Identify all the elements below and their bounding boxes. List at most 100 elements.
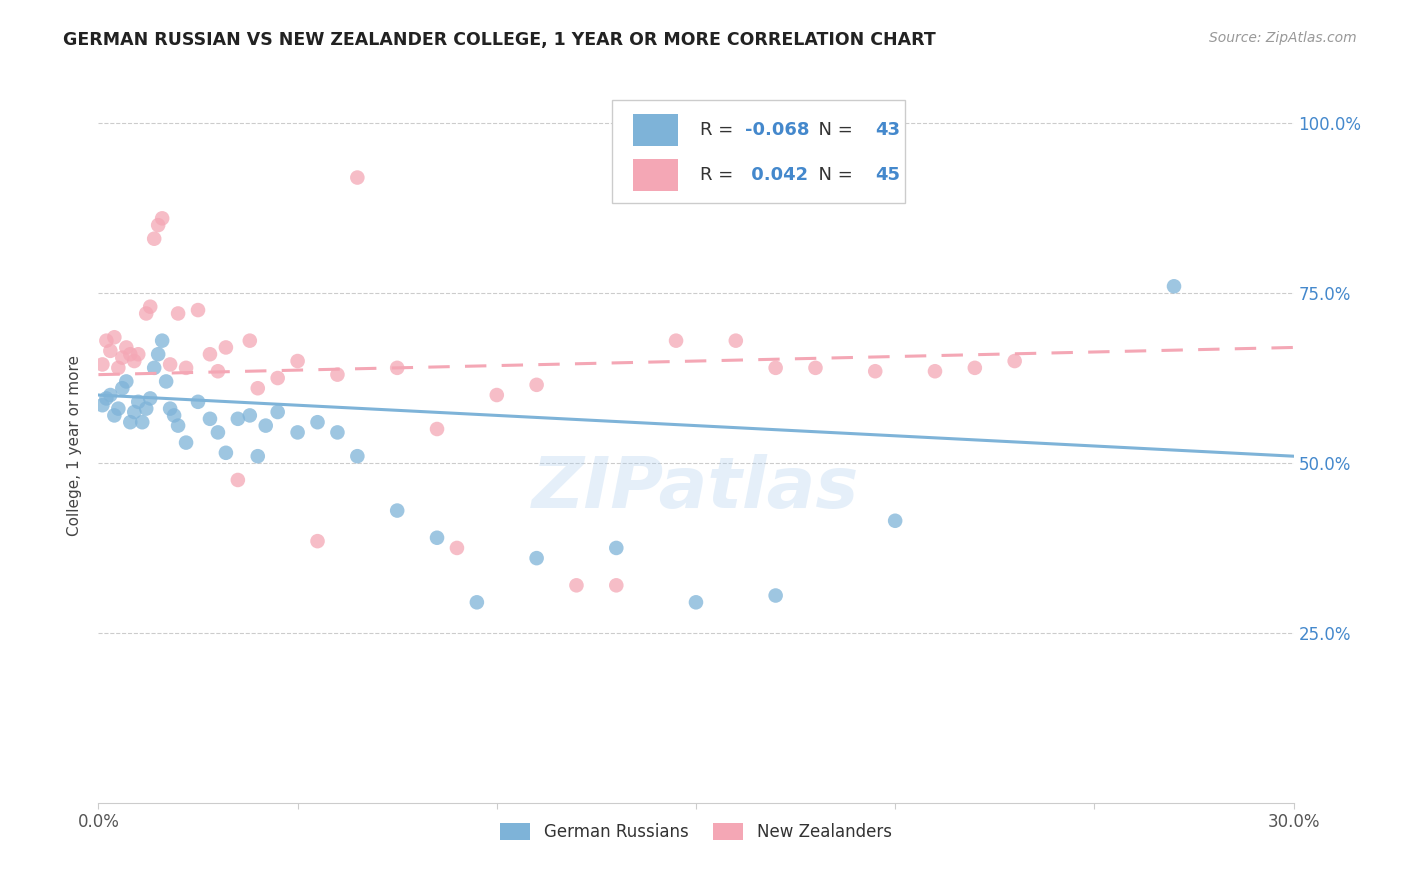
- Point: [159, 401, 181, 416]
- Point: [385, 360, 409, 375]
- Point: [155, 375, 177, 389]
- Point: [307, 534, 329, 549]
- Point: [565, 578, 588, 592]
- Point: [267, 405, 290, 419]
- Point: [115, 341, 138, 355]
- Point: [98, 388, 122, 402]
- Point: [139, 392, 162, 406]
- Point: [120, 347, 142, 361]
- Point: [465, 595, 488, 609]
- Point: [804, 360, 827, 375]
- Point: [167, 418, 190, 433]
- Point: [111, 381, 134, 395]
- Text: GERMAN RUSSIAN VS NEW ZEALANDER COLLEGE, 1 YEAR OR MORE CORRELATION CHART: GERMAN RUSSIAN VS NEW ZEALANDER COLLEGE,…: [63, 31, 936, 49]
- Point: [91, 398, 114, 412]
- Point: [174, 360, 197, 375]
- Point: [287, 425, 309, 440]
- Point: [724, 334, 747, 348]
- Text: 45: 45: [876, 166, 900, 184]
- Point: [96, 392, 118, 406]
- Point: [124, 354, 146, 368]
- Point: [139, 300, 162, 314]
- Point: [91, 358, 114, 372]
- Point: [98, 343, 122, 358]
- Point: [307, 415, 329, 429]
- Point: [426, 531, 449, 545]
- Point: [124, 405, 146, 419]
- Point: [198, 347, 221, 361]
- Point: [96, 334, 118, 348]
- Point: [111, 351, 134, 365]
- Point: [131, 415, 153, 429]
- Point: [207, 364, 229, 378]
- Point: [1004, 354, 1026, 368]
- Point: [963, 360, 986, 375]
- Point: [605, 578, 627, 592]
- Point: [148, 347, 170, 361]
- Text: R =: R =: [700, 121, 738, 139]
- FancyBboxPatch shape: [633, 159, 678, 191]
- Point: [239, 334, 262, 348]
- Point: [346, 449, 368, 463]
- Point: [254, 418, 277, 433]
- Text: N =: N =: [807, 166, 859, 184]
- Point: [685, 595, 707, 609]
- Point: [103, 409, 125, 423]
- Point: [426, 422, 449, 436]
- Point: [107, 401, 129, 416]
- Point: [143, 360, 166, 375]
- Point: [884, 514, 907, 528]
- Text: 43: 43: [876, 121, 900, 139]
- Point: [924, 364, 946, 378]
- Point: [765, 589, 787, 603]
- Point: [207, 425, 229, 440]
- Text: N =: N =: [807, 121, 859, 139]
- Point: [246, 381, 269, 395]
- Point: [107, 360, 129, 375]
- Point: [246, 449, 269, 463]
- Point: [143, 232, 166, 246]
- Point: [167, 306, 190, 320]
- Point: [135, 306, 157, 320]
- Point: [385, 503, 409, 517]
- Point: [127, 394, 149, 409]
- Text: Source: ZipAtlas.com: Source: ZipAtlas.com: [1209, 31, 1357, 45]
- Point: [526, 377, 548, 392]
- Point: [103, 330, 125, 344]
- Point: [148, 218, 170, 232]
- Point: [1163, 279, 1185, 293]
- Text: R =: R =: [700, 166, 738, 184]
- Point: [326, 425, 349, 440]
- Point: [120, 415, 142, 429]
- Text: 0.042: 0.042: [745, 166, 808, 184]
- Text: ZIPatlas: ZIPatlas: [533, 454, 859, 524]
- Point: [187, 303, 209, 318]
- Point: [127, 347, 149, 361]
- Point: [226, 473, 249, 487]
- Point: [150, 211, 173, 226]
- Point: [215, 341, 238, 355]
- Point: [174, 435, 197, 450]
- Point: [115, 375, 138, 389]
- Point: [287, 354, 309, 368]
- Point: [346, 170, 368, 185]
- Point: [326, 368, 349, 382]
- Point: [215, 446, 238, 460]
- Point: [150, 334, 173, 348]
- Point: [187, 394, 209, 409]
- Point: [765, 360, 787, 375]
- Point: [526, 551, 548, 566]
- Point: [485, 388, 508, 402]
- Point: [446, 541, 468, 555]
- FancyBboxPatch shape: [613, 100, 905, 203]
- Point: [665, 334, 688, 348]
- FancyBboxPatch shape: [633, 114, 678, 146]
- Y-axis label: College, 1 year or more: College, 1 year or more: [67, 356, 83, 536]
- Point: [135, 401, 157, 416]
- Point: [226, 412, 249, 426]
- Point: [163, 409, 186, 423]
- Point: [239, 409, 262, 423]
- Point: [198, 412, 221, 426]
- Point: [605, 541, 627, 555]
- Text: -0.068: -0.068: [745, 121, 810, 139]
